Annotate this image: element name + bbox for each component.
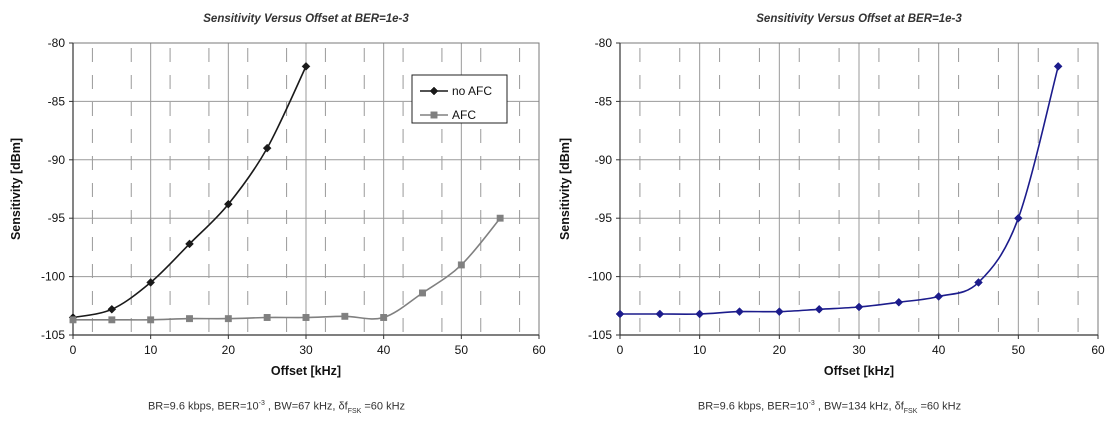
caption-sub: FSK: [347, 407, 362, 415]
data-point: [380, 314, 388, 321]
legend: no AFC AFC: [411, 74, 508, 124]
data-point: [974, 278, 983, 287]
data-point: [695, 309, 705, 319]
caption-post: =60 kHz: [917, 400, 962, 413]
chart-title: Sensitivity Versus Offset at BER=1e-3: [756, 13, 962, 25]
legend-label: no AFC: [452, 84, 492, 98]
x-tick-label: 30: [852, 343, 866, 357]
data-point: [108, 316, 116, 324]
data-point: [894, 297, 904, 307]
x-tick-label: 60: [532, 343, 546, 357]
legend-swatch-marker: [430, 111, 438, 119]
x-tick-label: 10: [693, 343, 707, 357]
data-point: [615, 309, 625, 319]
data-point: [146, 278, 156, 287]
data-point: [185, 239, 194, 249]
grid: [620, 43, 1098, 335]
data-point: [735, 307, 744, 316]
data-point: [69, 316, 77, 324]
x-tick-label: 40: [932, 343, 946, 357]
y-tick-label: -90: [48, 153, 66, 167]
caption-sup: -3: [808, 400, 815, 407]
y-tick-label: -85: [595, 94, 613, 108]
caption-post: =60 kHz: [361, 400, 406, 413]
caption-sub: FSK: [903, 407, 918, 415]
data-point: [419, 289, 426, 297]
x-tick-label: 20: [773, 343, 787, 357]
y-tick-label: -95: [595, 211, 613, 225]
y-tick-label: -80: [595, 36, 613, 50]
caption-sup: -3: [258, 400, 265, 407]
series-1: [615, 62, 1063, 319]
y-tick-label: -105: [41, 328, 65, 342]
data-point: [814, 304, 824, 314]
data-point: [1013, 213, 1023, 223]
chart-title: Sensitivity Versus Offset at BER=1e-3: [203, 13, 409, 25]
x-tick-label: 50: [1012, 343, 1026, 357]
chart-left-svg: Sensitivity Versus Offset at BER=1e-3 0 10…: [9, 13, 546, 378]
x-tick-label: 60: [1091, 343, 1105, 357]
data-point: [302, 314, 310, 321]
data-point: [107, 304, 117, 314]
x-tick-label: 30: [299, 343, 313, 357]
caption-mid: , BW=134 kHz, δf: [814, 400, 904, 413]
x-tick-label: 0: [70, 343, 77, 357]
chart-right-caption: BR=9.6 kbps, BER=10-3 , BW=134 kHz, δfFS…: [553, 400, 1106, 415]
x-tick-label: 20: [222, 343, 236, 357]
chart-left-caption: BR=9.6 kbps, BER=10-3 , BW=67 kHz, δfFSK…: [0, 400, 553, 415]
data-point: [263, 314, 271, 321]
data-point: [655, 309, 665, 319]
series-2: [69, 214, 504, 324]
x-tick-label: 10: [144, 343, 158, 357]
data-point: [224, 315, 232, 323]
legend-swatch-marker: [429, 86, 439, 96]
y-axis-label: Sensitivity [dBm]: [9, 138, 23, 240]
y-tick-label: -100: [588, 270, 612, 284]
y-tick-label: -95: [48, 211, 66, 225]
data-point: [262, 143, 272, 153]
data-point: [854, 302, 864, 312]
caption-mid: , BW=67 kHz, δf: [264, 400, 348, 413]
data-point: [934, 292, 944, 301]
data-point: [147, 316, 155, 324]
y-axis-label: Sensitivity [dBm]: [558, 138, 572, 240]
data-point: [223, 199, 233, 209]
data-point: [774, 307, 784, 316]
caption-pre: BR=9.6 kbps, BER=10: [147, 400, 259, 413]
chart-right: Sensitivity Versus Offset at BER=1e-3 0 10…: [553, 0, 1106, 423]
caption-pre: BR=9.6 kbps, BER=10: [697, 400, 809, 413]
x-tick-label: 0: [617, 343, 624, 357]
y-tick-label: -90: [595, 153, 613, 167]
y-tick-label: -80: [48, 36, 66, 50]
data-point: [1053, 62, 1063, 71]
y-tick-label: -105: [588, 328, 612, 342]
chart-right-svg: Sensitivity Versus Offset at BER=1e-3 0 10…: [558, 13, 1105, 378]
chart-left: Sensitivity Versus Offset at BER=1e-3 0 10…: [0, 13, 553, 415]
series-line: [72, 66, 307, 319]
data-point: [341, 312, 349, 320]
data-point: [186, 315, 193, 323]
data-point: [457, 261, 465, 269]
data-point: [301, 62, 311, 71]
legend-label: AFC: [452, 108, 476, 122]
x-tick-label: 50: [455, 343, 469, 357]
y-tick-label: -85: [48, 94, 66, 108]
x-axis-label: Offset [kHz]: [271, 364, 341, 378]
x-axis-label: Offset [kHz]: [824, 364, 894, 378]
data-point: [496, 214, 504, 222]
x-tick-label: 40: [377, 343, 391, 357]
y-tick-label: -100: [41, 270, 65, 284]
